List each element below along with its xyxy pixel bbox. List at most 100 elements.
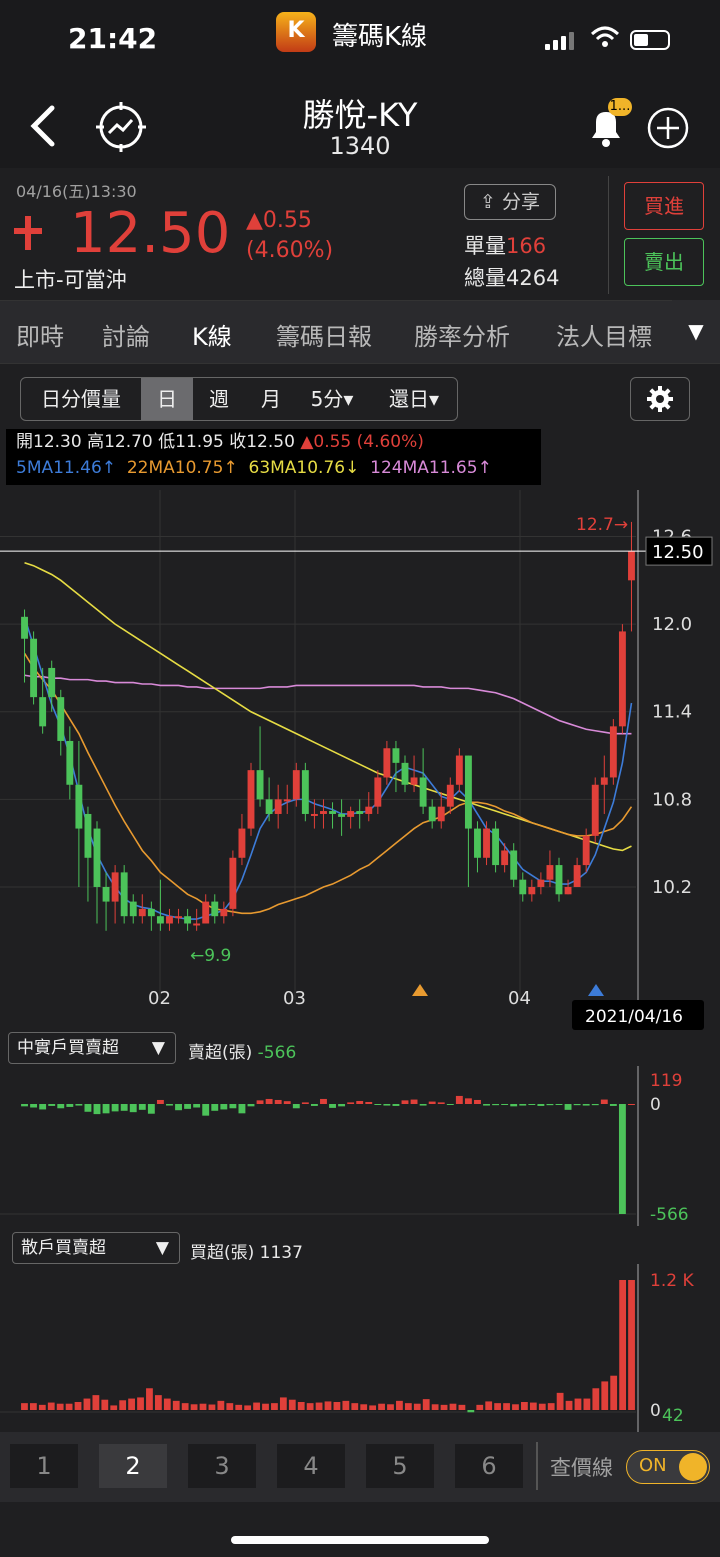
market-type: 上市-可當沖 — [14, 268, 127, 292]
tab-discussion[interactable]: 討論 — [102, 323, 150, 351]
indicator-bar — [166, 1104, 173, 1106]
indicator-bar — [404, 1403, 412, 1410]
event-marker-blue — [588, 984, 604, 996]
back-button[interactable] — [28, 104, 58, 156]
page-3-button[interactable]: 3 — [188, 1444, 256, 1488]
indicator-bar — [21, 1403, 28, 1410]
tab-realtime[interactable]: 即時 — [16, 323, 64, 351]
indicator-bar — [306, 1403, 314, 1410]
add-button[interactable] — [646, 106, 690, 150]
page-5-button[interactable]: 5 — [366, 1444, 434, 1488]
current-price-label: 12.50 — [652, 542, 704, 563]
page-6-button[interactable]: 6 — [455, 1444, 523, 1488]
price-line-toggle[interactable]: ON — [626, 1450, 710, 1484]
indicator-bar — [565, 1400, 573, 1410]
indicator-bar — [247, 1104, 255, 1107]
tab-win-rate[interactable]: 勝率分析 — [414, 323, 510, 351]
low-annotation: ←9.9 — [190, 946, 231, 966]
indicator-bar — [521, 1401, 528, 1410]
cursor-date-tag — [572, 1000, 704, 1030]
unit-volume-label: 單量 — [464, 234, 506, 258]
indicator-bar — [378, 1403, 385, 1410]
indicator-bar — [449, 1403, 457, 1410]
indicator-bar — [271, 1403, 278, 1410]
page-2-button[interactable]: 2 — [99, 1444, 167, 1488]
candle-body — [492, 828, 500, 866]
candle-body — [428, 806, 436, 822]
share-button[interactable]: ⇪ 分享 — [464, 184, 556, 220]
candle-body — [111, 872, 119, 902]
toggle-state: ON — [639, 1455, 667, 1476]
indicator-bar — [119, 1400, 127, 1410]
candle-body — [57, 697, 65, 741]
indicator-bar — [556, 1392, 564, 1410]
kline-chart[interactable]: 12.612.011.410.810.202030412.5012.7→←9.9… — [0, 490, 720, 1030]
candle-body — [510, 850, 518, 880]
indicator-bar — [111, 1104, 119, 1112]
bell-icon — [592, 112, 620, 147]
indicator-bar — [455, 1095, 463, 1104]
alert-button[interactable] — [584, 104, 628, 150]
track-stock-button[interactable] — [94, 100, 148, 154]
y-tick-label: 11.4 — [652, 702, 692, 723]
tab-more-button[interactable]: ▼ — [672, 300, 720, 362]
period-day[interactable]: 日 — [141, 378, 193, 420]
close-label: 收 — [229, 432, 247, 452]
indicator2-summary-label: 買超(張) — [190, 1243, 255, 1263]
period-adjust[interactable]: 還日▾ — [388, 387, 440, 411]
indicator-bar — [172, 1400, 180, 1410]
price-line-label: 查價線 — [550, 1456, 613, 1480]
candle-body — [519, 879, 527, 895]
quote-datetime: 04/16(五)13:30 — [16, 182, 137, 201]
candle-body — [147, 908, 155, 917]
candle-body — [356, 811, 364, 814]
indicator-bar — [229, 1104, 237, 1109]
indicator-bar — [110, 1405, 118, 1410]
unit-volume-value: 166 — [506, 234, 547, 258]
period-month[interactable]: 月 — [261, 387, 281, 411]
page-1-button[interactable]: 1 — [10, 1444, 78, 1488]
period-5min[interactable]: 5分▾ — [310, 387, 354, 411]
candle-body — [247, 770, 255, 829]
period-intraday-volume[interactable]: 日分價量 — [41, 387, 121, 411]
candle-body — [274, 799, 282, 814]
indicator-bar — [546, 1104, 554, 1106]
candle-body — [48, 667, 56, 698]
current-price-tag — [645, 536, 713, 566]
sell-button[interactable]: 賣出 — [624, 238, 704, 286]
tab-chip-daily[interactable]: 籌碼日報 — [276, 323, 372, 351]
candle-body — [129, 901, 137, 917]
indicator1-summary-value: -566 — [257, 1043, 297, 1063]
indicator-bar — [301, 1102, 309, 1104]
candle-body — [582, 835, 590, 866]
tab-kline[interactable]: K線 — [192, 323, 232, 351]
candle-body — [265, 799, 273, 814]
indicator-bar — [297, 1401, 305, 1410]
share-label: 分享 — [501, 191, 540, 213]
indicator2-select[interactable]: 散戶買賣超 ▼ — [12, 1232, 180, 1264]
x-tick-label: 02 — [148, 988, 171, 1009]
candle-body — [401, 762, 409, 785]
indicator-bar — [538, 1403, 546, 1410]
buy-button[interactable]: 買進 — [624, 182, 704, 230]
indicator-bar — [57, 1104, 65, 1109]
indicator-bar — [512, 1404, 519, 1410]
indicator1-select[interactable]: 中實戶買賣超 ▼ — [8, 1032, 176, 1064]
tab-target[interactable]: 法人目標 — [556, 323, 652, 351]
indicator-bar — [483, 1104, 490, 1106]
period-week[interactable]: 週 — [209, 387, 229, 411]
y-tick-label: 1.2 K — [650, 1271, 694, 1291]
indicator-bar — [387, 1404, 394, 1410]
candle-body — [238, 828, 246, 858]
indicator-bar — [628, 1104, 635, 1105]
indicator-bar — [610, 1375, 618, 1410]
battery-icon — [630, 30, 670, 50]
divider — [536, 1442, 538, 1490]
app-icon-letter: K — [287, 18, 305, 43]
indicator-bar — [262, 1403, 269, 1410]
tab-bar: 即時 討論 K線 籌碼日報 勝率分析 法人目標 — [0, 300, 720, 364]
page-4-button[interactable]: 4 — [277, 1444, 345, 1488]
chart-settings-button[interactable] — [630, 377, 690, 421]
candle-body — [193, 923, 201, 926]
divider — [608, 176, 609, 294]
